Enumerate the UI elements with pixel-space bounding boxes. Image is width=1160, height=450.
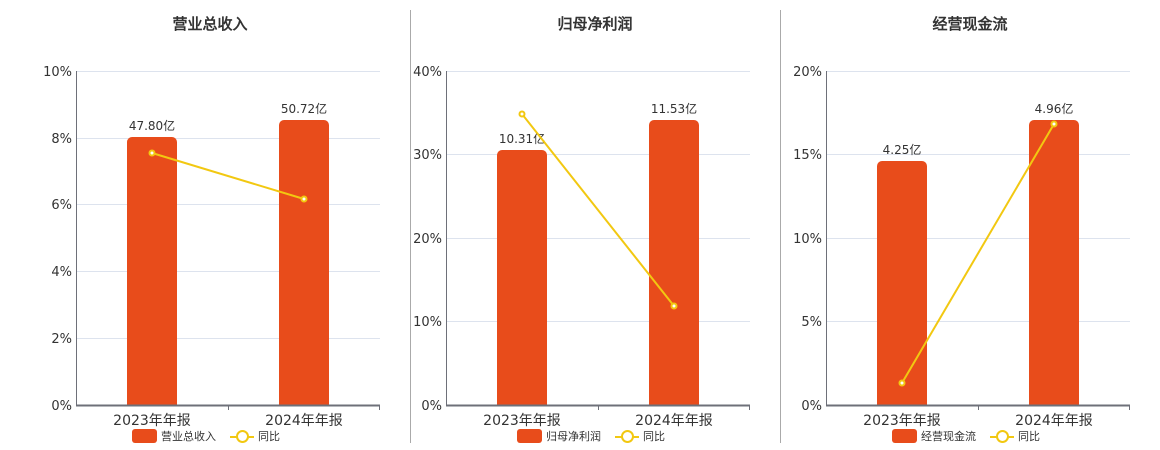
yoy-point[interactable] xyxy=(670,302,678,310)
y-tick: 40% xyxy=(413,65,442,80)
bar-2024[interactable] xyxy=(649,120,699,405)
y-tick: 0% xyxy=(801,399,822,414)
bar-value-label: 10.31亿 xyxy=(499,131,545,146)
x-tick-label: 2024年年报 xyxy=(265,413,343,429)
bar-value-label: 4.96亿 xyxy=(1035,101,1074,116)
bar-swatch-icon xyxy=(132,429,157,443)
chart-panel-operating-cash-flow: 经营现金流 20% 15% 10% 5% 0% 4.25亿 4.96亿 2023… xyxy=(780,0,1160,450)
bar-labels: 47.80亿 50.72亿 xyxy=(129,101,327,133)
x-tick-label: 2024年年报 xyxy=(635,413,713,429)
legend-item-line[interactable]: 同比 xyxy=(990,428,1040,444)
yoy-line xyxy=(151,152,305,200)
bar-swatch-icon xyxy=(892,429,917,443)
bar-2023[interactable] xyxy=(877,161,927,405)
yoy-line xyxy=(901,123,1055,384)
bar-2024[interactable] xyxy=(1029,120,1079,405)
y-tick: 4% xyxy=(51,265,72,280)
legend-label: 同比 xyxy=(258,430,280,443)
bar-value-label: 4.25亿 xyxy=(883,142,922,157)
legend: 归母净利润 同比 xyxy=(410,428,780,444)
x-tick-label: 2024年年报 xyxy=(1015,413,1093,429)
line-marker-icon xyxy=(615,429,639,443)
y-tick: 15% xyxy=(793,148,822,163)
chart-title: 经营现金流 xyxy=(932,15,1008,33)
x-axis-labels: 2023年年报 2024年年报 xyxy=(483,413,713,429)
bar-labels: 10.31亿 11.53亿 xyxy=(499,101,697,146)
legend: 经营现金流 同比 xyxy=(780,428,1160,444)
legend-label: 经营现金流 xyxy=(921,430,976,443)
chart-title: 营业总收入 xyxy=(172,15,248,33)
yoy-point[interactable] xyxy=(518,110,526,118)
bar-value-label: 47.80亿 xyxy=(129,118,175,133)
chart-plot-revenue: 10% 8% 6% 4% 2% 0% 47.80亿 50.72亿 2023年年报… xyxy=(43,65,380,429)
legend-label: 归母净利润 xyxy=(546,430,601,443)
yoy-point[interactable] xyxy=(1050,120,1058,128)
x-tick-label: 2023年年报 xyxy=(113,413,191,429)
y-tick: 0% xyxy=(51,399,72,414)
grid-lines xyxy=(76,71,380,339)
legend-item-line[interactable]: 同比 xyxy=(615,428,665,444)
legend-item-line[interactable]: 同比 xyxy=(230,428,280,444)
bar-swatch-icon xyxy=(517,429,542,443)
x-tick-label: 2023年年报 xyxy=(863,413,941,429)
bar-2024[interactable] xyxy=(279,120,329,405)
yoy-point[interactable] xyxy=(148,149,156,157)
y-tick: 5% xyxy=(801,315,822,330)
grid-lines xyxy=(446,71,750,322)
y-tick: 2% xyxy=(51,332,72,347)
x-axis-labels: 2023年年报 2024年年报 xyxy=(113,413,343,429)
y-tick: 6% xyxy=(51,198,72,213)
yoy-point[interactable] xyxy=(898,379,906,387)
yoy-point[interactable] xyxy=(300,195,308,203)
chart-title: 归母净利润 xyxy=(557,15,633,33)
panel-divider xyxy=(780,10,781,443)
bar-labels: 4.25亿 4.96亿 xyxy=(883,101,1074,157)
bar-2023[interactable] xyxy=(497,150,547,405)
legend-item-bar[interactable]: 经营现金流 xyxy=(892,428,976,444)
x-axis-labels: 2023年年报 2024年年报 xyxy=(863,413,1093,429)
line-marker-icon xyxy=(990,429,1014,443)
legend-label: 营业总收入 xyxy=(161,430,216,443)
panel-divider xyxy=(410,10,411,443)
legend-label: 同比 xyxy=(1018,430,1040,443)
y-tick: 20% xyxy=(413,232,442,247)
y-tick: 10% xyxy=(413,315,442,330)
bar-value-label: 50.72亿 xyxy=(281,101,327,116)
y-tick: 10% xyxy=(793,232,822,247)
y-tick: 0% xyxy=(421,399,442,414)
legend-label: 同比 xyxy=(643,430,665,443)
y-axis-labels: 40% 30% 20% 10% 0% xyxy=(413,65,442,414)
y-tick: 30% xyxy=(413,148,442,163)
y-tick: 10% xyxy=(43,65,72,80)
y-tick: 20% xyxy=(793,65,822,80)
bar-2023[interactable] xyxy=(127,137,177,405)
chart-panel-revenue: 营业总收入 10% 8% 6% 4% 2% 0% 47.80亿 50.72亿 xyxy=(0,0,410,450)
y-axis-labels: 20% 15% 10% 5% 0% xyxy=(793,65,822,414)
y-tick: 8% xyxy=(51,132,72,147)
line-marker-icon xyxy=(230,429,254,443)
y-axis-labels: 10% 8% 6% 4% 2% 0% xyxy=(43,65,72,414)
yoy-line xyxy=(521,113,675,307)
legend-item-bar[interactable]: 归母净利润 xyxy=(517,428,601,444)
bar-value-label: 11.53亿 xyxy=(651,101,697,116)
chart-plot-operating-cash-flow: 20% 15% 10% 5% 0% 4.25亿 4.96亿 2023年年报 20… xyxy=(793,65,1130,429)
legend: 营业总收入 同比 xyxy=(0,428,420,444)
grid-lines xyxy=(826,71,1130,322)
x-tick-label: 2023年年报 xyxy=(483,413,561,429)
chart-plot-net-profit: 40% 30% 20% 10% 0% 10.31亿 11.53亿 2023年年报… xyxy=(413,65,750,429)
legend-item-bar[interactable]: 营业总收入 xyxy=(132,428,216,444)
chart-panel-net-profit: 归母净利润 40% 30% 20% 10% 0% 10.31亿 11.53亿 2… xyxy=(410,0,780,450)
